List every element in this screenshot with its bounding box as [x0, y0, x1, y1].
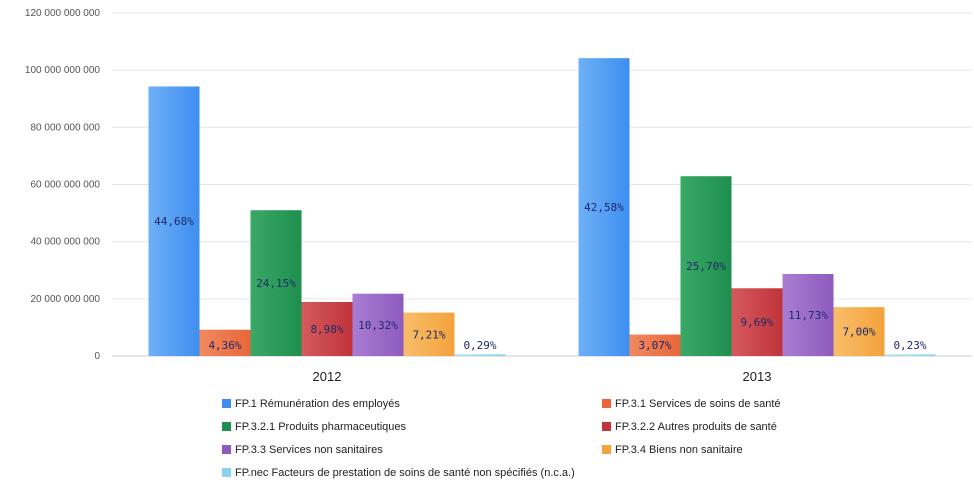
y-tick-label: 0: [94, 351, 100, 362]
gridlines: [112, 12, 972, 357]
legend-label: FP.3.2.1 Produits pharmaceutiques: [235, 420, 407, 433]
data-label: 10,32%: [358, 319, 398, 332]
legend-item: FP.3.1 Services de soins de santé: [602, 396, 962, 411]
legend-swatch: [222, 468, 231, 477]
legend-item: FP.3.2.2 Autres produits de santé: [602, 419, 962, 434]
bar-chart: 0 20 000 000 000 40 000 000 000 60 000 000 …: [25, 8, 972, 384]
bars-group: [148, 58, 936, 356]
legend-item: FP.3.2.1 Produits pharmaceutiques: [222, 419, 602, 434]
x-tick-label: 2013: [743, 369, 772, 384]
legend-item: FP.1 Rémunération des employés: [222, 396, 602, 411]
legend-label: FP.nec Facteurs de prestation de soins d…: [235, 466, 575, 479]
legend-label: FP.3.4 Biens non sanitaire: [615, 443, 743, 456]
bar: [199, 329, 251, 356]
data-label: 25,70%: [686, 260, 726, 273]
bar: [454, 354, 506, 356]
y-tick-label: 80 000 000 000: [30, 122, 100, 133]
data-label: 44,68%: [154, 215, 194, 228]
y-tick-label: 60 000 000 000: [30, 180, 100, 191]
legend-label: FP.3.3 Services non sanitaires: [235, 443, 383, 456]
bar: [250, 210, 302, 356]
bar: [148, 86, 200, 356]
y-axis: 0 20 000 000 000 40 000 000 000 60 000 000 …: [25, 8, 101, 362]
legend-item: FP.nec Facteurs de prestation de soins d…: [222, 465, 602, 480]
y-tick-label: 20 000 000 000: [30, 294, 100, 305]
data-label: 7,00%: [842, 326, 875, 339]
legend-label: FP.1 Rémunération des employés: [235, 397, 400, 410]
y-tick-label: 120 000 000 000: [25, 8, 101, 19]
bar: [629, 334, 681, 356]
legend-label: FP.3.2.2 Autres produits de santé: [615, 420, 777, 433]
bar: [833, 307, 885, 356]
legend-swatch: [602, 445, 611, 454]
bar: [301, 301, 353, 356]
data-labels-group: 44,68% 4,36% 24,15% 8,98% 10,32% 7,21% 0,29% 42…: [154, 201, 927, 352]
data-label: 4,36%: [208, 339, 241, 352]
legend-label: FP.3.1 Services de soins de santé: [615, 397, 781, 410]
data-label: 0,23%: [893, 339, 926, 352]
legend-swatch: [222, 422, 231, 431]
bar: [731, 288, 783, 356]
x-axis: 2012 2013: [313, 369, 772, 384]
legend-swatch: [222, 399, 231, 408]
data-label: 7,21%: [412, 328, 445, 341]
legend-swatch: [222, 445, 231, 454]
y-tick-label: 40 000 000 000: [30, 237, 100, 248]
bar: [403, 312, 455, 356]
data-label: 8,98%: [310, 323, 343, 336]
bar: [680, 176, 732, 356]
data-label: 42,58%: [584, 201, 624, 214]
bar: [884, 354, 936, 356]
bar: [782, 273, 834, 356]
data-label: 3,07%: [638, 339, 671, 352]
legend-item: FP.3.4 Biens non sanitaire: [602, 442, 962, 457]
data-label: 24,15%: [256, 277, 296, 290]
legend-swatch: [602, 399, 611, 408]
legend-item: FP.3.3 Services non sanitaires: [222, 442, 602, 457]
x-tick-label: 2012: [313, 369, 342, 384]
legend-swatch: [602, 422, 611, 431]
bar: [352, 293, 404, 356]
bar: [578, 58, 630, 356]
data-label: 11,73%: [788, 309, 828, 322]
data-label: 0,29%: [463, 339, 496, 352]
data-label: 9,69%: [740, 316, 773, 329]
y-tick-label: 100 000 000 000: [25, 65, 101, 76]
legend: FP.1 Rémunération des employés FP.3.1 Ser…: [222, 396, 962, 480]
